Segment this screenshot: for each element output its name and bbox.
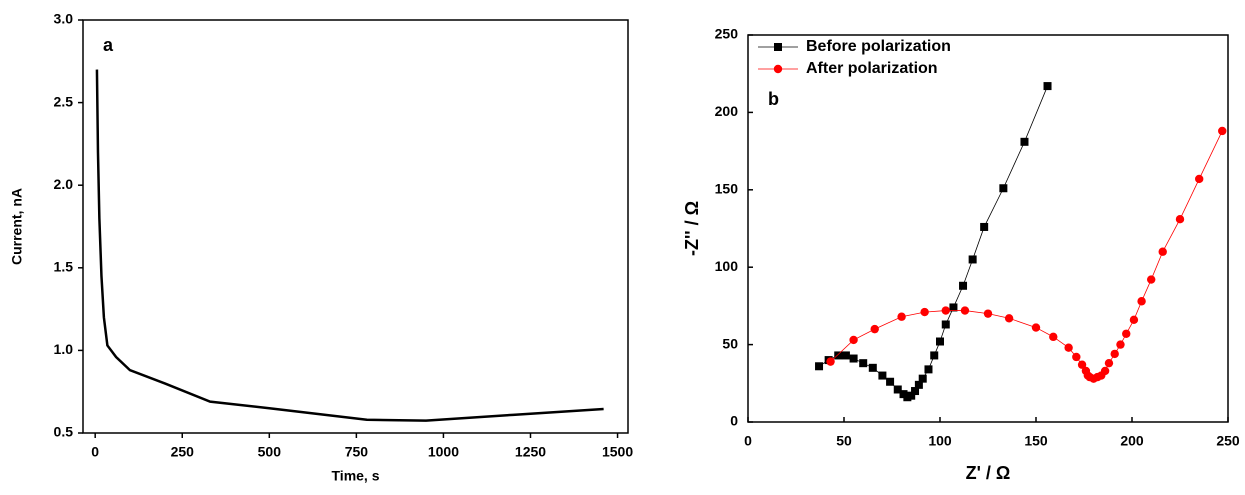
y-tick-label: 1.5 <box>54 259 74 275</box>
y-tick-label: 100 <box>715 258 739 274</box>
x-tick-label: 250 <box>1216 433 1240 449</box>
x-tick-label: 0 <box>744 433 752 449</box>
point <box>1104 358 1114 368</box>
series-line <box>818 85 1048 398</box>
point <box>1175 215 1185 224</box>
y-tick-label: 3.0 <box>54 11 74 27</box>
x-tick-label: 100 <box>928 433 952 449</box>
legend-label: Before polarization <box>806 38 951 55</box>
point <box>914 380 923 389</box>
point <box>968 255 977 264</box>
point <box>959 281 968 290</box>
x-tick-label: 750 <box>345 444 369 460</box>
y-tick-label: 250 <box>715 26 739 42</box>
point <box>924 365 933 374</box>
point <box>980 222 989 231</box>
point <box>920 307 929 317</box>
x-tick-label: 500 <box>258 444 282 460</box>
point <box>907 391 916 400</box>
point <box>815 362 824 371</box>
x-tick-label: 250 <box>171 444 195 460</box>
point <box>1122 329 1131 338</box>
x-tick-label: 1250 <box>515 444 546 460</box>
legend-label: After polarization <box>806 60 938 77</box>
y-tick-label: 2.0 <box>54 176 74 192</box>
panel-label: b <box>768 89 779 109</box>
point <box>897 312 906 321</box>
point <box>870 324 879 334</box>
x-tick-label: 0 <box>91 444 99 460</box>
x-tick-label: 1000 <box>428 444 459 460</box>
x-tick-label: 200 <box>1120 433 1144 449</box>
point <box>1195 174 1204 184</box>
point <box>1043 82 1052 91</box>
y-tick-label: 1.0 <box>54 341 74 357</box>
point <box>849 335 858 345</box>
point <box>1031 323 1041 332</box>
point <box>1064 343 1073 352</box>
point <box>1218 126 1227 136</box>
point <box>983 309 993 318</box>
plot-area <box>95 69 604 422</box>
series-line <box>95 69 604 422</box>
point <box>1147 275 1156 284</box>
point <box>999 184 1008 193</box>
point <box>849 354 858 363</box>
point <box>841 351 850 360</box>
plot-area <box>815 82 1227 402</box>
point <box>1020 137 1029 146</box>
point <box>1100 366 1110 376</box>
point <box>859 359 868 368</box>
point <box>834 351 843 360</box>
point <box>1158 247 1167 256</box>
y-tick-label: 0.5 <box>54 424 74 440</box>
x-axis-label: Z' / Ω <box>966 463 1011 483</box>
point <box>930 351 939 360</box>
x-axis-label: Time, s <box>332 468 380 484</box>
y-tick-label: 50 <box>722 335 738 351</box>
point <box>918 374 927 383</box>
point <box>1077 360 1087 369</box>
x-tick-label: 150 <box>1024 433 1048 449</box>
point <box>1110 349 1119 359</box>
point <box>941 306 950 315</box>
legend-marker <box>773 64 783 74</box>
point <box>949 303 958 312</box>
plot-frame <box>747 34 1229 423</box>
point <box>960 306 970 315</box>
panel-label: a <box>103 35 114 55</box>
point <box>1049 332 1058 342</box>
x-tick-label: 50 <box>836 433 852 449</box>
point <box>868 363 877 372</box>
point <box>1137 297 1146 306</box>
y-tick-label: 0 <box>730 413 738 429</box>
point <box>1129 315 1139 325</box>
point <box>1116 340 1125 349</box>
y-tick-label: 2.5 <box>54 93 74 109</box>
y-tick-label: 150 <box>715 181 739 197</box>
point <box>893 385 902 394</box>
y-axis-label: Current, nA <box>9 188 25 265</box>
point <box>1004 314 1014 323</box>
point <box>826 357 835 366</box>
point <box>941 320 950 329</box>
point <box>886 377 895 386</box>
y-tick-label: 200 <box>715 103 739 119</box>
point <box>878 371 887 380</box>
legend-marker <box>774 43 782 51</box>
x-tick-label: 1500 <box>602 444 633 460</box>
plot-frame <box>82 19 629 434</box>
point <box>911 387 920 396</box>
point <box>936 337 944 346</box>
y-axis-label: -Z'' / Ω <box>682 201 702 256</box>
point <box>1072 352 1081 362</box>
